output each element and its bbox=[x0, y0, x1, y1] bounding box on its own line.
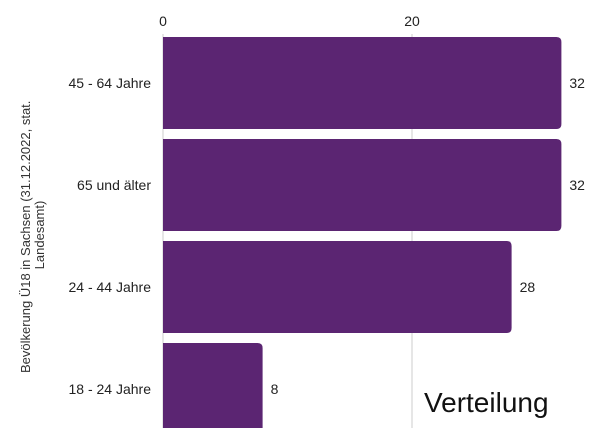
y-axis-title: Bevölkerung Ü18 in Sachsen (31.12.2022, … bbox=[18, 97, 47, 373]
value-label: 8 bbox=[271, 381, 279, 397]
bar bbox=[163, 241, 512, 333]
value-label: 32 bbox=[569, 177, 585, 193]
bar bbox=[163, 37, 562, 129]
category-label: 65 und älter bbox=[77, 177, 151, 193]
value-labels: 32 32 28 8 bbox=[271, 75, 586, 397]
category-label: 45 - 64 Jahre bbox=[69, 75, 152, 91]
bars bbox=[163, 37, 562, 428]
bar bbox=[163, 139, 562, 231]
category-label: 18 - 24 Jahre bbox=[69, 381, 152, 397]
bar bbox=[163, 343, 263, 428]
category-label: 24 - 44 Jahre bbox=[69, 279, 152, 295]
x-tick-label: 0 bbox=[159, 13, 167, 29]
value-label: 28 bbox=[520, 279, 536, 295]
value-label: 32 bbox=[569, 75, 585, 91]
x-tick-labels: 0 20 bbox=[159, 13, 420, 29]
chart-annotation: Verteilung bbox=[424, 387, 549, 418]
x-tick-label: 20 bbox=[404, 13, 420, 29]
category-labels: 45 - 64 Jahre 65 und älter 24 - 44 Jahre 18… bbox=[69, 75, 152, 397]
